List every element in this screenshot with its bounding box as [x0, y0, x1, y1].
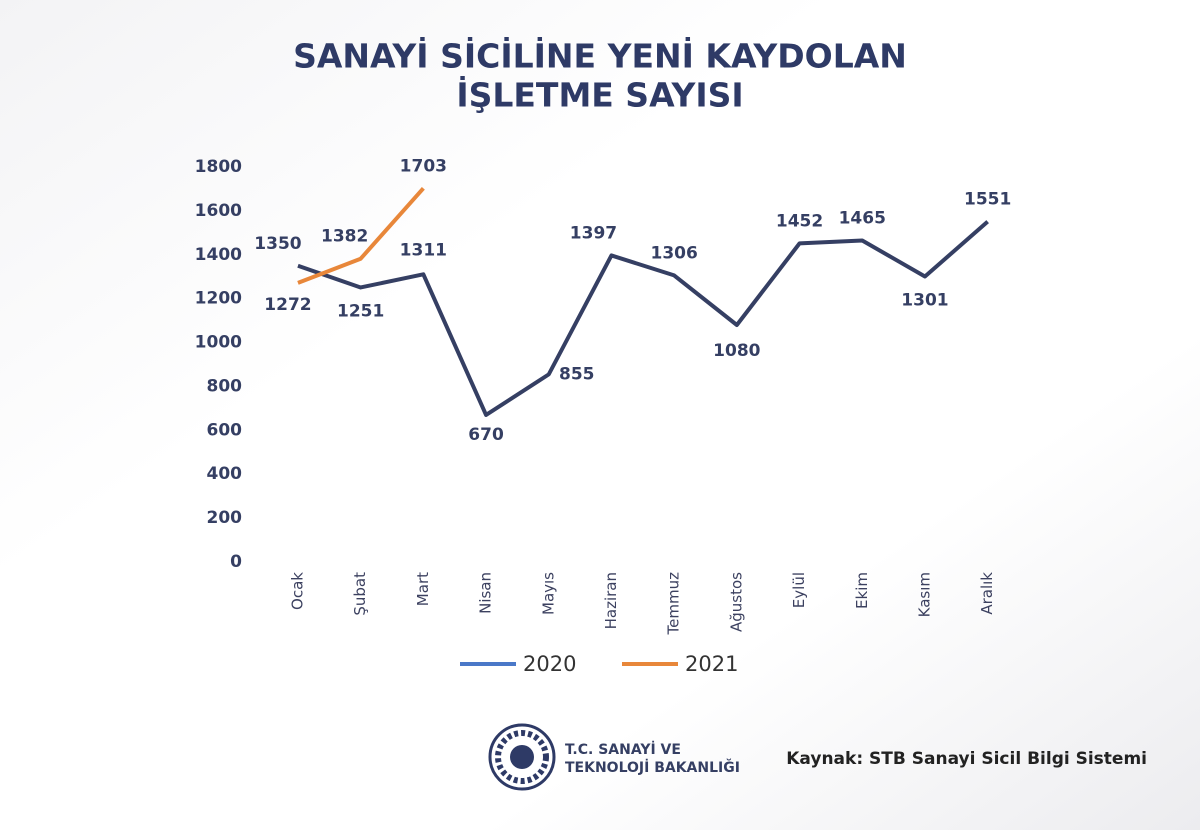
chart-title: İŞLETME SAYISI — [456, 75, 743, 115]
legend-label: 2020 — [523, 652, 576, 676]
y-tick-label: 200 — [207, 508, 243, 528]
y-tick-label: 400 — [207, 464, 243, 484]
data-label: 1703 — [400, 156, 447, 176]
data-label: 1311 — [400, 240, 447, 260]
data-label: 670 — [468, 425, 504, 445]
x-tick-label: Aralık — [978, 572, 996, 615]
x-tick-label: Ocak — [288, 572, 306, 610]
data-label: 1397 — [570, 223, 617, 243]
x-tick-label: Eylül — [790, 572, 808, 608]
data-label: 1551 — [964, 190, 1011, 210]
x-tick-label: Kasım — [915, 572, 933, 617]
data-label: 1080 — [713, 341, 760, 361]
source: Kaynak: STB Sanayi Sicil Bilgi Sistemi — [786, 749, 1147, 769]
data-label: 1272 — [264, 295, 311, 315]
data-label: 1382 — [321, 227, 368, 247]
data-label: 1350 — [254, 234, 301, 254]
x-tick-label: Temmuz — [665, 572, 683, 636]
y-tick-label: 1200 — [195, 289, 242, 309]
y-tick-label: 1000 — [195, 333, 242, 353]
y-tick-label: 1600 — [195, 201, 242, 221]
line-series — [297, 186, 425, 285]
logo — [488, 723, 556, 791]
logo-text: TEKNOLOJİ BAKANLIĞI — [565, 758, 740, 776]
x-tick-label: Ekim — [853, 572, 871, 609]
data-label: 1306 — [650, 243, 697, 263]
data-label: 1465 — [839, 209, 886, 229]
y-tick-label: 600 — [207, 420, 243, 440]
x-tick-label: Haziran — [602, 572, 620, 629]
chart-title: SANAYİ SİCİLİNE YENİ KAYDOLAN — [293, 36, 907, 76]
logo-text: T.C. SANAYİ VE — [565, 741, 681, 758]
data-label: 1301 — [901, 291, 948, 311]
y-tick-label: 1400 — [195, 245, 242, 265]
data-label: 1251 — [337, 301, 384, 321]
x-tick-label: Nisan — [477, 572, 495, 614]
x-tick-label: Ağustos — [727, 572, 745, 632]
line-series — [297, 220, 989, 417]
data-label: 1452 — [776, 211, 823, 231]
x-tick-label: Mart — [414, 572, 432, 606]
y-tick-label: 800 — [207, 376, 243, 396]
legend-label: 2021 — [685, 652, 738, 676]
data-label: 855 — [559, 364, 595, 384]
y-tick-label: 0 — [230, 552, 242, 572]
y-tick-label: 1800 — [195, 157, 242, 177]
x-tick-label: Şubat — [351, 572, 369, 616]
x-tick-label: Mayıs — [539, 572, 557, 615]
